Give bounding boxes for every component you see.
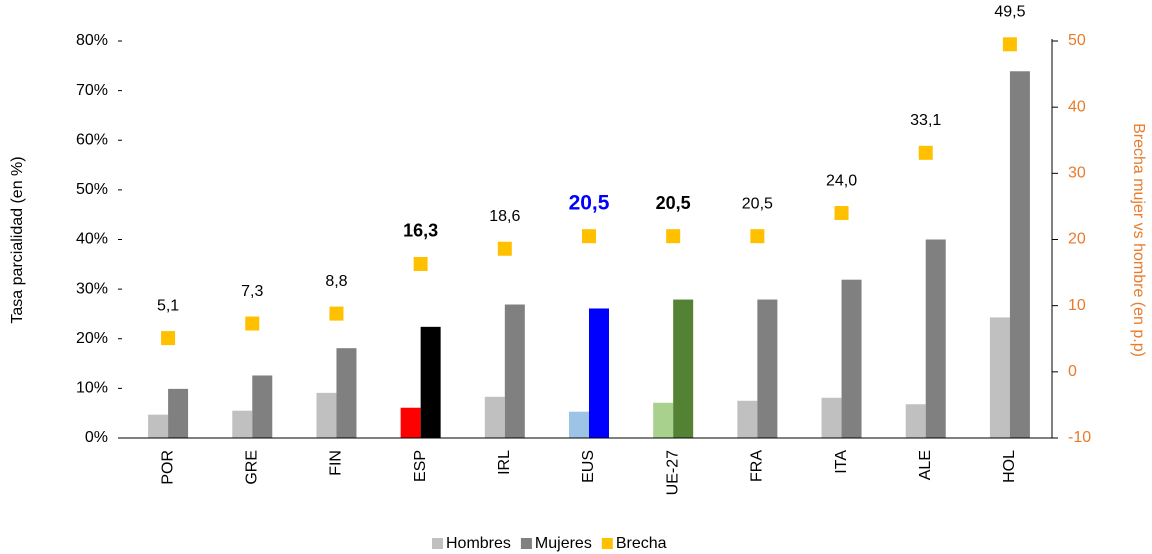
bar [589,308,609,438]
bar [420,326,441,438]
y-tick-label: 60% [76,131,108,148]
y2-axis-label: Brecha mujer vs hombre (en p.p) [1130,123,1147,357]
bar [757,299,778,438]
data-label: 24,0 [826,172,857,189]
y-tick-label: 80% [76,32,108,49]
x-tick-label: FIN [328,450,345,476]
bar [569,411,589,438]
bar [316,392,337,438]
data-label: 20,5 [569,192,610,215]
data-label: 7,3 [241,283,263,300]
legend-item: Hombres [432,535,511,552]
y-tick-label: 0% [85,429,108,446]
y2-tick-label: 10 [1068,297,1086,314]
bar [232,410,253,438]
y2-tick-label: 30 [1068,165,1086,182]
data-label: 18,6 [489,208,520,225]
y2-tick-label: 40 [1068,98,1086,115]
y-tick-label: 10% [76,380,108,397]
data-label: 20,5 [656,193,691,213]
legend-label: Mujeres [535,535,592,552]
data-label: 16,3 [403,221,438,241]
y-tick-label: 40% [76,231,108,248]
x-tick-label: UE-27 [664,450,681,495]
bar [821,397,842,438]
bar [336,348,357,438]
marker [245,316,260,331]
x-tick-label: EUS [580,450,597,483]
legend-item: Mujeres [520,535,592,552]
bar [168,388,189,438]
x-tick-label: ESP [412,450,429,482]
bar [148,414,169,438]
marker [497,241,512,256]
bar [989,317,1010,438]
x-tick-label: IRL [496,450,513,475]
marker [918,145,933,160]
x-tick-label: FRA [749,450,766,482]
data-label: 20,5 [742,195,773,212]
marker [413,256,428,271]
marker [329,306,344,321]
y-tick-label: 20% [76,330,108,347]
marker [750,229,765,244]
bar [484,396,505,438]
bar [925,239,946,438]
bar [905,404,926,438]
bar [252,375,273,438]
x-tick-label: GRE [243,450,260,485]
marker [582,229,596,244]
bar [400,407,421,438]
marker [1002,37,1017,52]
legend-item: Brecha [601,535,667,552]
y-axis-label: Tasa parcialidad (en %) [9,156,26,323]
legend-label: Brecha [616,535,667,552]
bar [1009,71,1030,439]
marker [666,229,681,244]
y2-tick-label: 20 [1068,231,1086,248]
bar [504,304,525,438]
bar [841,279,862,438]
bar [653,402,674,438]
x-tick-label: HOL [1001,450,1018,483]
marker [161,331,176,346]
y2-tick-label: -10 [1068,429,1091,446]
data-label: 49,5 [994,4,1025,21]
legend-swatch [520,538,532,549]
x-tick-label: ITA [833,450,850,474]
bar [737,400,758,438]
legend-swatch [432,538,443,549]
legend-swatch [601,538,613,549]
y2-tick-label: 0 [1068,363,1077,380]
legend-label: Hombres [446,535,511,552]
x-tick-label: POR [159,450,176,485]
y-tick-label: 30% [76,280,108,297]
y2-tick-label: 50 [1068,32,1086,49]
x-tick-label: ALE [917,450,934,480]
marker [834,206,849,221]
bar [673,299,694,438]
y-tick-label: 70% [76,82,108,99]
data-label: 5,1 [157,297,179,314]
data-label: 8,8 [325,273,347,290]
y-tick-label: 50% [76,181,108,198]
data-label: 33,1 [910,112,941,129]
